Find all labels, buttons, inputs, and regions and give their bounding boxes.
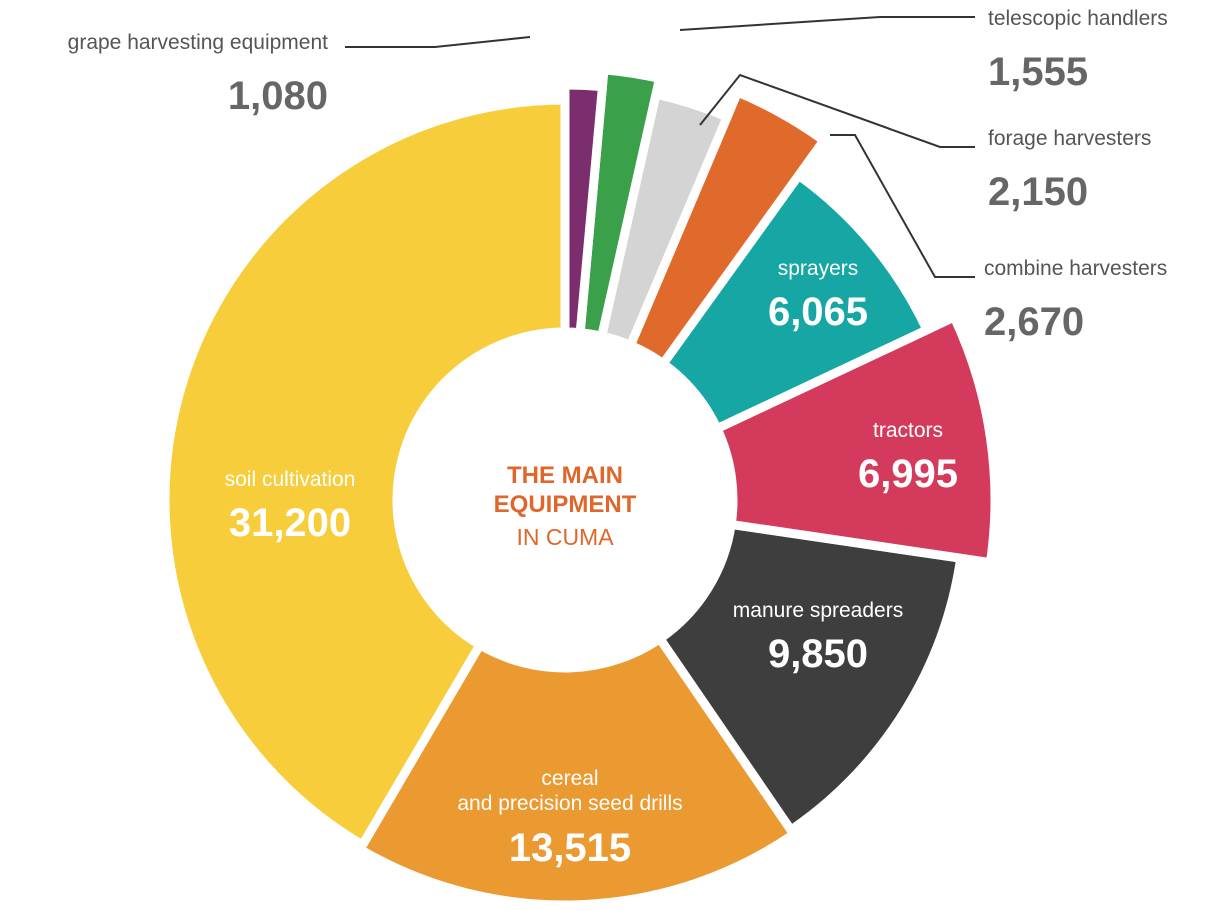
value-label: 1,080	[227, 74, 328, 118]
value-label: 6,995	[857, 452, 959, 496]
value-label: 9,850	[767, 632, 869, 676]
leader-line	[699, 73, 975, 148]
value-label: 2,150	[988, 170, 1089, 214]
category-label: forage harvesters	[988, 127, 1152, 150]
donut-segment	[711, 311, 1000, 568]
donut-segment	[160, 95, 570, 852]
donut-segment	[653, 519, 966, 837]
category-label: telescopic handlers	[988, 7, 1168, 30]
category-label: soil cultivation	[224, 468, 356, 491]
category-label: manure spreaders	[732, 599, 904, 622]
category-label: combine harvesters	[984, 257, 1168, 280]
value-label: 1,555	[988, 50, 1089, 94]
leader-lines	[345, 16, 975, 278]
value-label: 2,670	[984, 300, 1085, 344]
leader-line	[679, 16, 975, 31]
category-label: sprayers	[777, 257, 859, 280]
donut-segment	[560, 80, 608, 338]
donut-segment	[656, 169, 933, 435]
donut-segment	[353, 632, 801, 910]
donut-segment	[624, 86, 831, 370]
category-label: grape harvesting equipment	[67, 31, 328, 54]
value-label: 6,065	[767, 290, 869, 334]
leader-line	[345, 36, 531, 48]
leader-line	[830, 134, 975, 278]
category-label: tractors	[872, 419, 944, 442]
chart-subtitle: IN CUMA	[516, 524, 614, 550]
value-label: 31,200	[228, 501, 352, 545]
category-label: cereal and precision seed drills	[457, 767, 683, 816]
chart-title: THE MAIN EQUIPMENT	[493, 462, 637, 518]
value-label: 13,515	[508, 826, 632, 870]
